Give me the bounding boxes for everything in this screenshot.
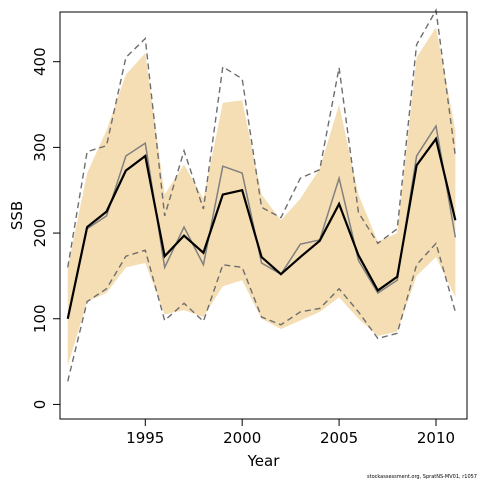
y-tick-label: 0 xyxy=(31,400,49,410)
y-tick-label: 100 xyxy=(31,304,49,333)
x-axis-title: Year xyxy=(247,452,281,470)
y-tick-label: 400 xyxy=(31,47,49,76)
lower-interval-line xyxy=(67,241,457,382)
y-axis-title: SSB xyxy=(8,201,26,230)
x-tick-label: 2000 xyxy=(223,429,261,447)
y-axis: 0 100 200 300 400 xyxy=(31,47,60,409)
x-axis: 1995 2000 2005 2010 xyxy=(126,419,455,447)
y-tick-label: 300 xyxy=(31,133,49,162)
credit-text: stockassessment.org, SpratNS-MV01, r1057 xyxy=(367,474,477,480)
confidence-band xyxy=(67,27,456,366)
confidence-band-layer xyxy=(67,27,456,366)
y-tick-label: 200 xyxy=(31,219,49,248)
x-tick-label: 2005 xyxy=(320,429,358,447)
alternative-estimate-line xyxy=(67,123,457,319)
x-tick-label: 1995 xyxy=(126,429,164,447)
plot-frame xyxy=(59,11,468,420)
series-lines-layer xyxy=(66,8,457,382)
x-tick-label: 2010 xyxy=(417,429,455,447)
estimate-line xyxy=(66,136,457,319)
